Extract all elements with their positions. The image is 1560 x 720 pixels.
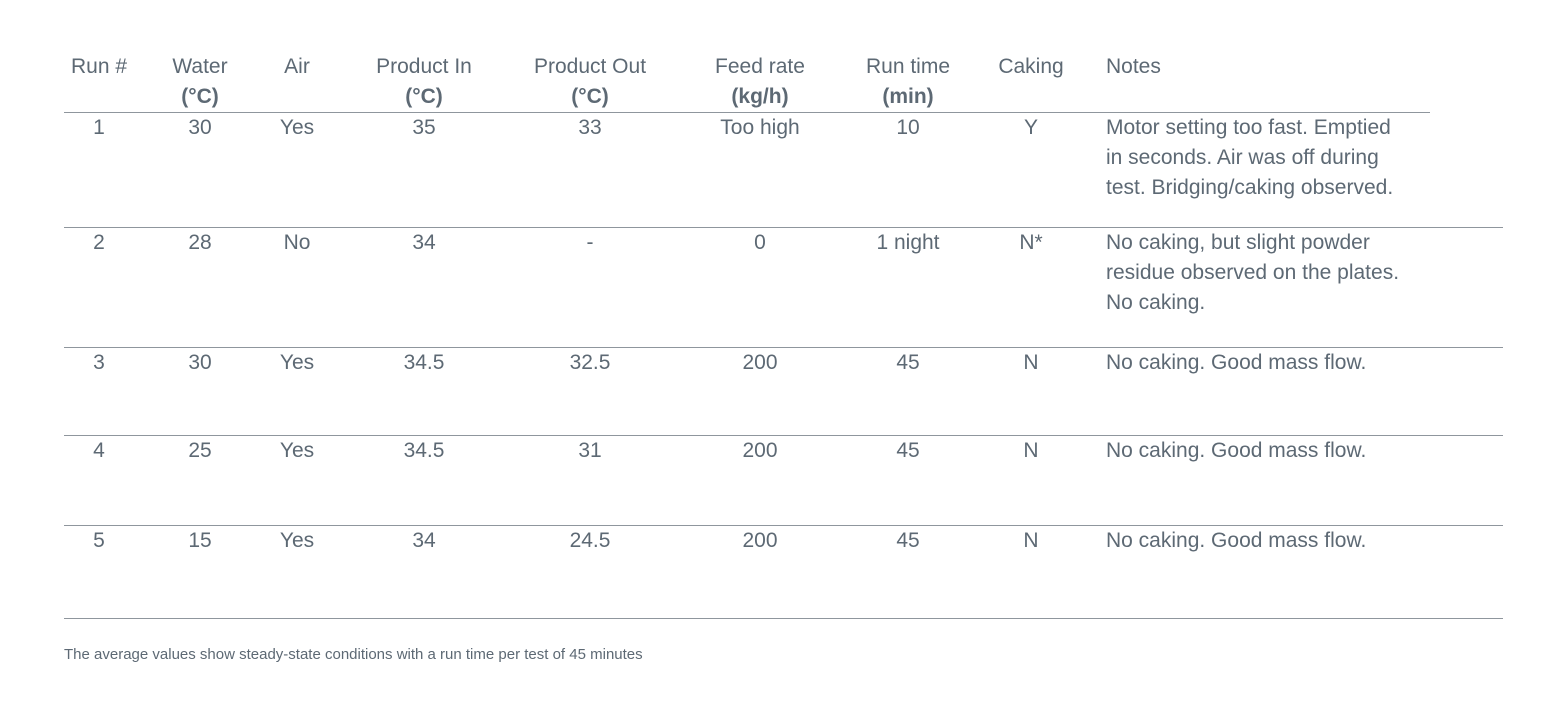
col-header-feed-rate: Feed rate (kg/h) — [660, 52, 860, 113]
table-header-row: Run # Water (°C) Air Product In (°C) Produ… — [64, 52, 1503, 114]
cell-product-in: 34 — [328, 525, 520, 619]
table-row: 2 28 No 34 - 0 1 night N* No caking, but… — [64, 227, 1503, 348]
col-header-label: Notes — [1106, 55, 1161, 78]
cell-water: 30 — [134, 112, 266, 228]
cell-product-out: 32.5 — [520, 347, 660, 436]
col-header-label: Product Out — [533, 55, 647, 78]
cell-notes: No caking. Good mass flow. — [1106, 435, 1503, 526]
cell-caking: N — [956, 525, 1106, 619]
cell-air: Yes — [266, 525, 328, 619]
cell-run-time: 45 — [860, 347, 956, 436]
cell-run-number: 5 — [64, 525, 134, 619]
col-header-label: Water — [172, 55, 228, 78]
col-header-air: Air — [266, 52, 328, 113]
col-header-notes: Notes — [1106, 52, 1503, 114]
cell-notes: No caking, but slight powder residue obs… — [1106, 227, 1503, 348]
cell-notes: No caking. Good mass flow. — [1106, 347, 1503, 436]
col-header-product-in: Product In (°C) — [328, 52, 520, 113]
cell-run-time: 1 night — [860, 227, 956, 348]
col-header-label: Run time — [865, 55, 951, 78]
col-header-caking: Caking — [956, 52, 1106, 113]
col-header-water: Water (°C) — [134, 52, 266, 113]
col-header-product-out: Product Out (°C) — [520, 52, 660, 113]
table-row: 4 25 Yes 34.5 31 200 45 N No caking. Goo… — [64, 435, 1503, 526]
col-header-unit: (°C) — [571, 85, 609, 108]
cell-caking: N* — [956, 227, 1106, 348]
cell-caking: Y — [956, 112, 1106, 228]
table-row: 3 30 Yes 34.5 32.5 200 45 N No caking. G… — [64, 347, 1503, 436]
cell-run-number: 1 — [64, 112, 134, 228]
col-header-run-time: Run time (min) — [860, 52, 956, 113]
test-runs-table: Run # Water (°C) Air Product In (°C) Produ… — [64, 52, 1503, 619]
col-header-run-number: Run # — [64, 52, 134, 113]
cell-product-out: 24.5 — [520, 525, 660, 619]
col-header-label: Product In — [376, 55, 472, 78]
col-header-unit: (°C) — [405, 85, 443, 108]
cell-caking: N — [956, 347, 1106, 436]
cell-run-time: 45 — [860, 525, 956, 619]
cell-feed-rate: 200 — [660, 347, 860, 436]
col-header-unit: (kg/h) — [731, 85, 789, 108]
cell-feed-rate: 0 — [660, 227, 860, 348]
cell-feed-rate: 200 — [660, 525, 860, 619]
cell-caking: N — [956, 435, 1106, 526]
table-row: 1 30 Yes 35 33 Too high 10 Y Motor setti… — [64, 112, 1503, 228]
cell-notes: No caking. Good mass flow. — [1106, 525, 1503, 619]
col-header-unit: (min) — [882, 85, 934, 108]
cell-run-number: 4 — [64, 435, 134, 526]
cell-feed-rate: Too high — [660, 112, 860, 228]
cell-product-out: 31 — [520, 435, 660, 526]
cell-product-in: 35 — [328, 112, 520, 228]
cell-air: Yes — [266, 347, 328, 436]
cell-run-number: 3 — [64, 347, 134, 436]
cell-water: 15 — [134, 525, 266, 619]
col-header-unit: (°C) — [181, 85, 219, 108]
cell-product-out: 33 — [520, 112, 660, 228]
cell-product-out: - — [520, 227, 660, 348]
col-header-label: Caking — [998, 55, 1064, 78]
cell-run-number: 2 — [64, 227, 134, 348]
cell-run-time: 45 — [860, 435, 956, 526]
cell-product-in: 34.5 — [328, 435, 520, 526]
cell-feed-rate: 200 — [660, 435, 860, 526]
cell-water: 28 — [134, 227, 266, 348]
average-values-footnote: The average values show steady-state con… — [64, 646, 643, 663]
cell-water: 30 — [134, 347, 266, 436]
cell-run-time: 10 — [860, 112, 956, 228]
cell-water: 25 — [134, 435, 266, 526]
table-row: 5 15 Yes 34 24.5 200 45 N No caking. Goo… — [64, 525, 1503, 619]
cell-air: Yes — [266, 435, 328, 526]
cell-air: Yes — [266, 112, 328, 228]
col-header-label: Run # — [70, 55, 128, 78]
col-header-label: Feed rate — [715, 55, 805, 78]
cell-product-in: 34.5 — [328, 347, 520, 436]
cell-product-in: 34 — [328, 227, 520, 348]
col-header-label: Air — [284, 55, 310, 78]
cell-air: No — [266, 227, 328, 348]
cell-notes: Motor setting too fast. Emptied in secon… — [1106, 112, 1503, 228]
